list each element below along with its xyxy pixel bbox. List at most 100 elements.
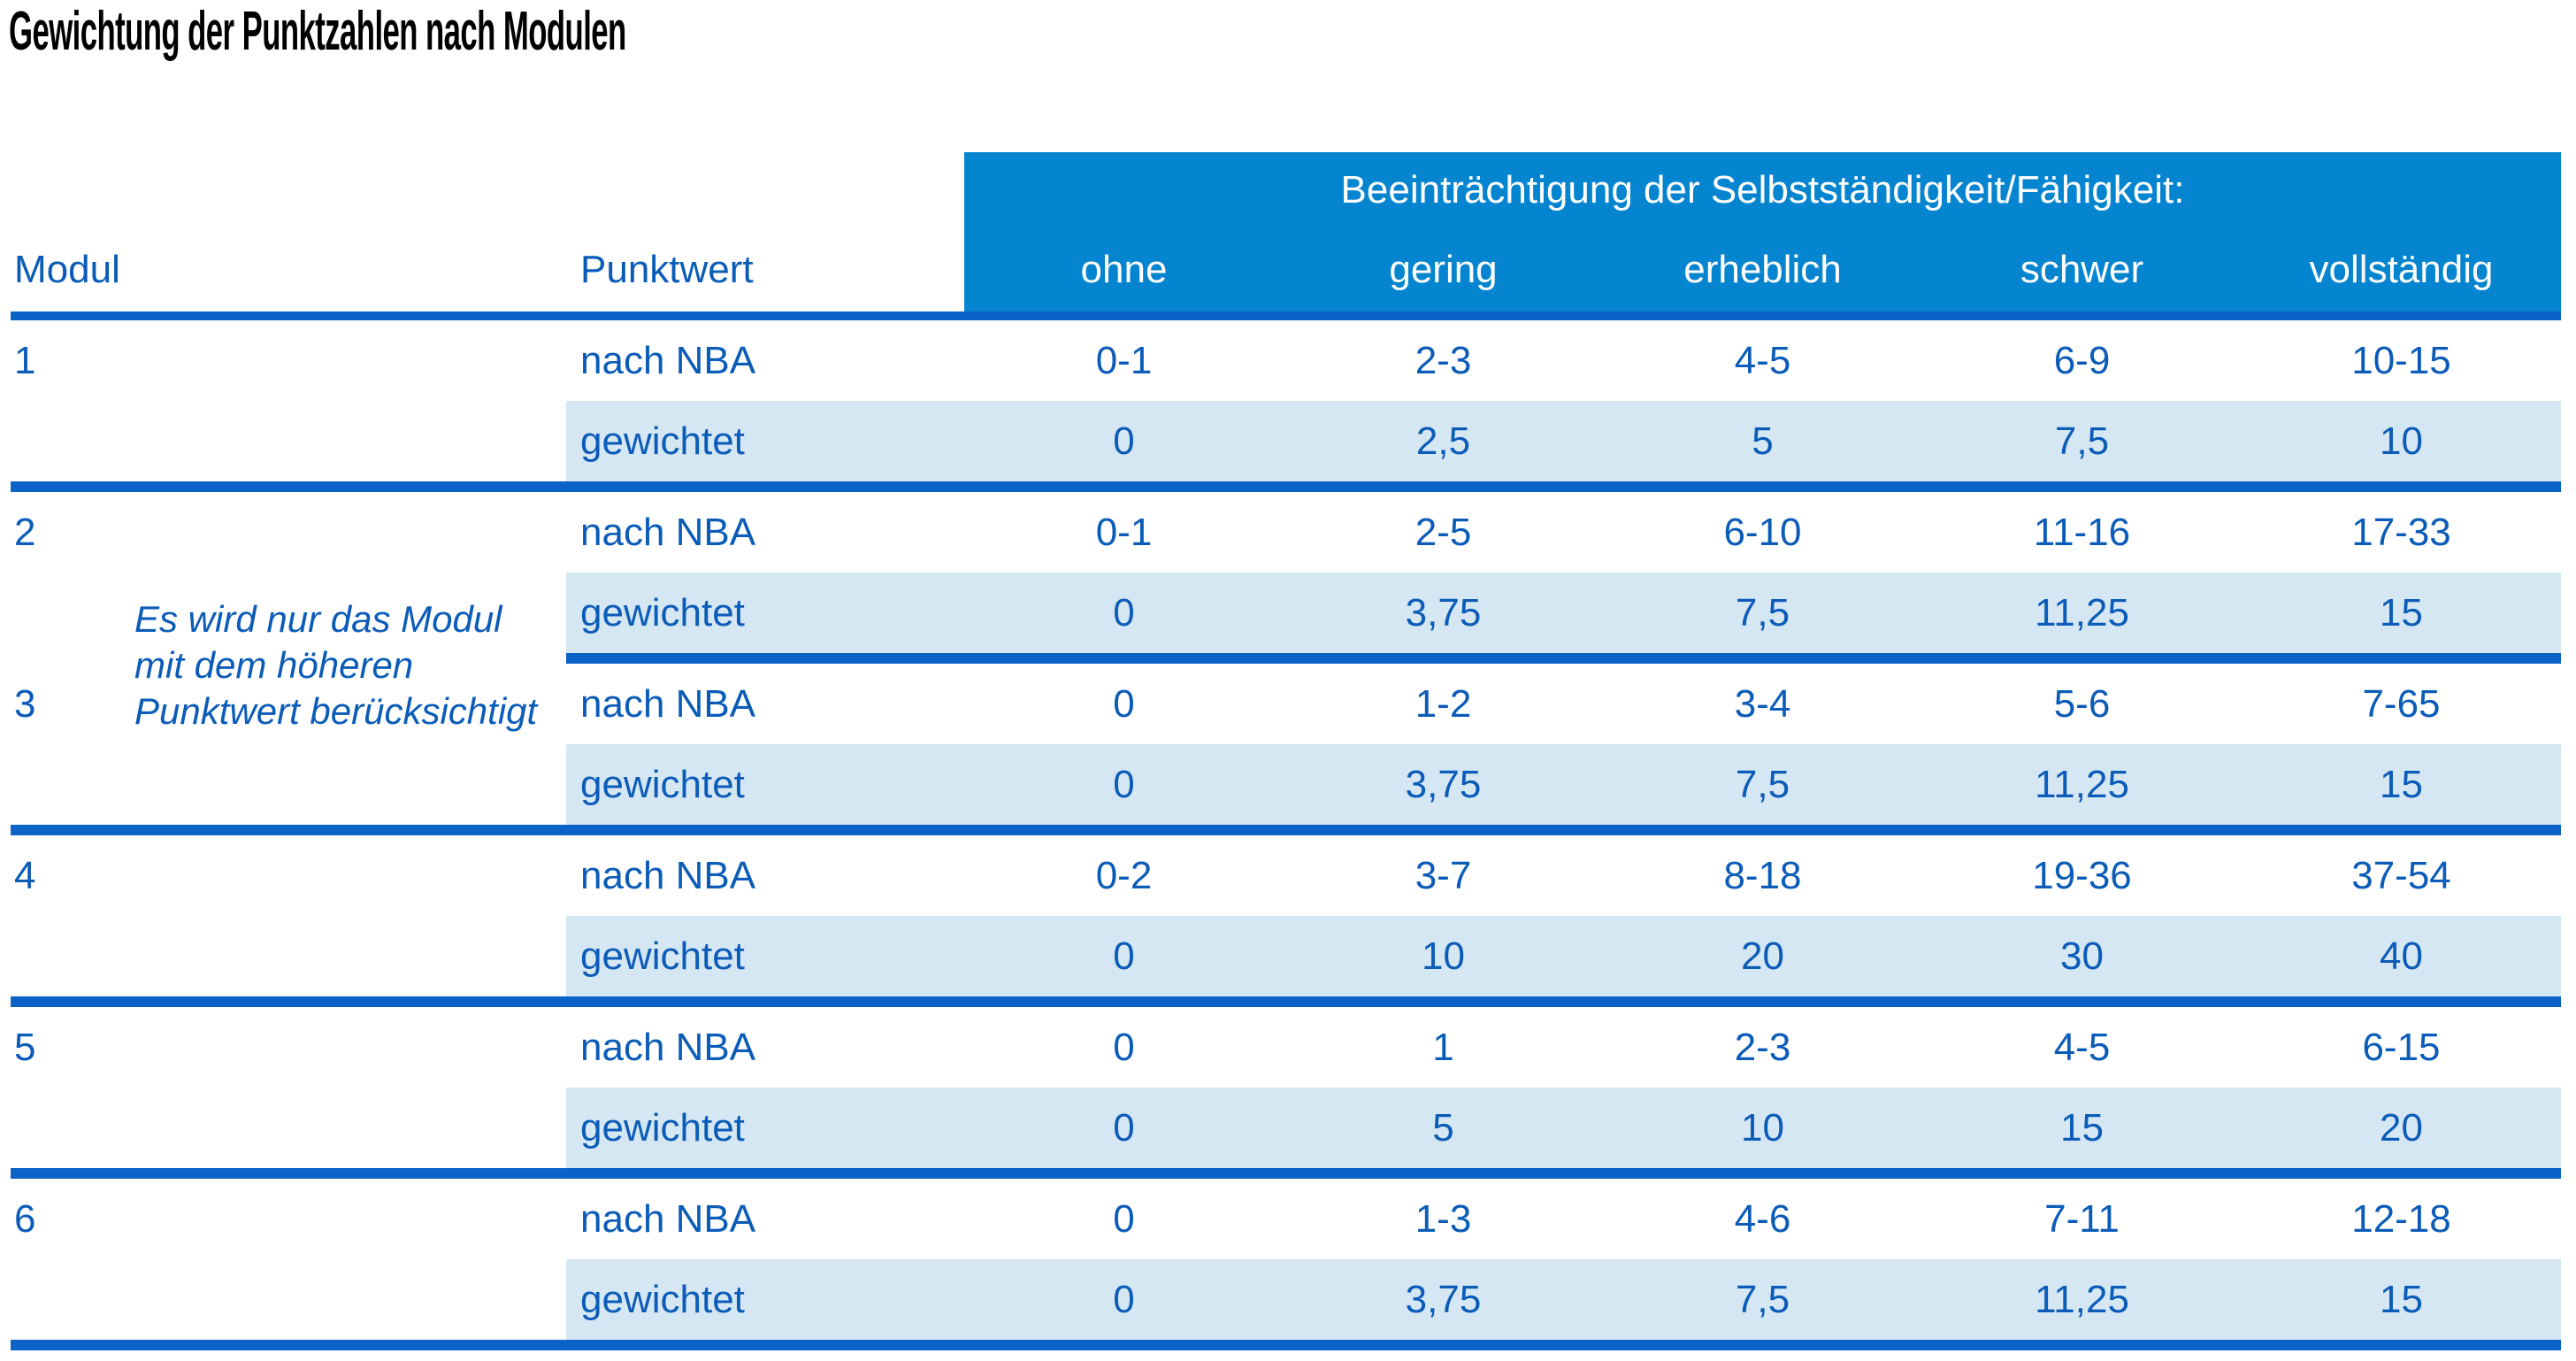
cell-erheblich: 2-3: [1734, 1025, 1791, 1069]
cell-gering: 1-3: [1414, 1196, 1472, 1241]
cell-vollstaendig: 7-65: [2362, 681, 2441, 726]
cell-schwer: 11,25: [1922, 573, 2242, 653]
cell-erheblich: 5: [1603, 401, 1922, 481]
row-label-nba: nach NBA: [580, 1196, 756, 1241]
column-header-ohne: ohne: [1080, 247, 1168, 291]
cell-erheblich: 6-10: [1723, 510, 1802, 554]
header-rule: [11, 311, 2561, 320]
cell-erheblich: 7,5: [1603, 573, 1922, 653]
cell-erheblich: 10: [1603, 1088, 1922, 1168]
cell-schwer: 11,25: [1922, 744, 2242, 825]
cell-gering: 5: [1284, 1088, 1603, 1168]
cell-schwer: 15: [1922, 1088, 2242, 1168]
cell-ohne: 0: [1113, 681, 1135, 726]
cell-vollstaendig: 17-33: [2351, 510, 2451, 554]
module-number-spacer: [0, 401, 566, 481]
cell-vollstaendig: 15: [2242, 744, 2561, 825]
column-header-punktwert: Punktwert: [580, 247, 754, 291]
cell-ohne: 0: [964, 401, 1284, 481]
module-number-spacer: [0, 916, 566, 996]
cell-vollstaendig: 15: [2242, 1259, 2561, 1340]
cell-schwer: 19-36: [2032, 853, 2132, 897]
module-number: 4: [14, 853, 36, 897]
table-row-module5-nba: 5 nach NBA 0 1 2-3 4-5 6-15: [0, 1007, 2561, 1088]
cell-ohne: 0-1: [1095, 338, 1153, 382]
cell-schwer: 5-6: [2053, 681, 2111, 726]
row-label-weighted: gewichtet: [566, 401, 964, 481]
group-header-label: Beeinträchtigung der Selbstständigkeit/F…: [1340, 167, 2185, 211]
row-label-weighted: gewichtet: [566, 744, 964, 825]
cell-erheblich: 20: [1603, 916, 1922, 996]
page-title: Gewichtung der Punktzahlen nach Modulen: [9, 1, 626, 62]
cell-vollstaendig: 40: [2242, 916, 2561, 996]
cell-vollstaendig: 10-15: [2351, 338, 2451, 382]
module-number: 1: [14, 338, 36, 382]
cell-ohne: 0: [964, 916, 1284, 996]
row-label-nba: nach NBA: [580, 510, 756, 554]
module-separator: [0, 481, 2561, 492]
cell-gering: 2-5: [1414, 510, 1472, 554]
table-row-module4-weighted: gewichtet 0 10 20 30 40: [0, 916, 2561, 996]
cell-vollstaendig: 12-18: [2351, 1196, 2451, 1241]
table-row-module5-weighted: gewichtet 0 5 10 15 20: [0, 1088, 2561, 1168]
cell-schwer: 11,25: [1922, 1259, 2242, 1340]
row-label-nba: nach NBA: [580, 853, 756, 897]
row-label-nba: nach NBA: [580, 681, 756, 726]
table-row-module6-nba: 6 nach NBA 0 1-3 4-6 7-11 12-18: [0, 1179, 2561, 1259]
note-line: Punktwert berücksichtigt: [134, 690, 538, 732]
cell-gering: 3,75: [1284, 744, 1603, 825]
module-number: 6: [14, 1196, 36, 1241]
module-separator: [0, 996, 2561, 1007]
row-label-weighted: gewichtet: [566, 1088, 964, 1168]
cell-erheblich: 4-6: [1734, 1196, 1791, 1241]
cell-ohne: 0: [1113, 1196, 1135, 1241]
cell-vollstaendig: 20: [2242, 1088, 2561, 1168]
group-header-box: Beeinträchtigung der Selbstständigkeit/F…: [964, 152, 2561, 311]
row-label-weighted: gewichtet: [566, 916, 964, 996]
cell-schwer: 7,5: [1922, 401, 2242, 481]
note-line: mit dem höheren: [134, 644, 414, 686]
cell-schwer: 6-9: [2053, 338, 2111, 382]
cell-vollstaendig: 10: [2242, 401, 2561, 481]
cell-erheblich: 4-5: [1734, 338, 1791, 382]
cell-ohne: 0: [964, 573, 1284, 653]
module-separator: [0, 1168, 2561, 1179]
left-header-row: Modul Punktwert: [0, 227, 964, 311]
row-label-weighted: gewichtet: [566, 573, 964, 653]
row-label-weighted: gewichtet: [566, 1259, 964, 1340]
module-separator-partial: [0, 653, 2561, 664]
cell-gering: 3,75: [1284, 1259, 1603, 1340]
cell-erheblich: 3-4: [1734, 681, 1791, 726]
table-bottom-rule: [0, 1340, 2561, 1350]
module-separator: [0, 825, 2561, 835]
cell-gering: 10: [1284, 916, 1603, 996]
cell-erheblich: 7,5: [1603, 1259, 1922, 1340]
table-row-module3-nba: 3 nach NBA 0 1-2 3-4 5-6 7-65: [0, 664, 2561, 744]
cell-gering: 3,75: [1284, 573, 1603, 653]
cell-erheblich: 8-18: [1723, 853, 1802, 897]
cell-ohne: 0: [964, 1259, 1284, 1340]
row-label-nba: nach NBA: [580, 338, 756, 382]
module-number-spacer: [0, 1259, 566, 1340]
severity-header-row: ohne gering erheblich schwer vollständig: [964, 227, 2561, 311]
module-number-spacer: [0, 1088, 566, 1168]
column-header-gering: gering: [1389, 247, 1498, 291]
module-number: 5: [14, 1025, 36, 1069]
column-header-vollstaendig: vollständig: [2309, 247, 2494, 291]
cell-schwer: 11-16: [2033, 510, 2131, 554]
module-number-spacer: [0, 744, 566, 825]
table-row-module6-weighted: gewichtet 0 3,75 7,5 11,25 15: [0, 1259, 2561, 1340]
cell-gering: 1: [1432, 1025, 1454, 1069]
cell-vollstaendig: 6-15: [2362, 1025, 2441, 1069]
table-row-module1-weighted: gewichtet 0 2,5 5 7,5 10: [0, 401, 2561, 481]
cell-vollstaendig: 37-54: [2351, 853, 2451, 897]
cell-schwer: 30: [1922, 916, 2242, 996]
table-body: 1 nach NBA 0-1 2-3 4-5 6-9 10-15 gewicht…: [0, 320, 2561, 1350]
table-row-module4-nba: 4 nach NBA 0-2 3-7 8-18 19-36 37-54: [0, 835, 2561, 916]
cell-ohne: 0: [964, 744, 1284, 825]
cell-gering: 2-3: [1414, 338, 1472, 382]
cell-schwer: 7-11: [2044, 1196, 2120, 1241]
table-row-module1-nba: 1 nach NBA 0-1 2-3 4-5 6-9 10-15: [0, 320, 2561, 401]
module-number: 2: [14, 510, 36, 554]
cell-erheblich: 7,5: [1603, 744, 1922, 825]
